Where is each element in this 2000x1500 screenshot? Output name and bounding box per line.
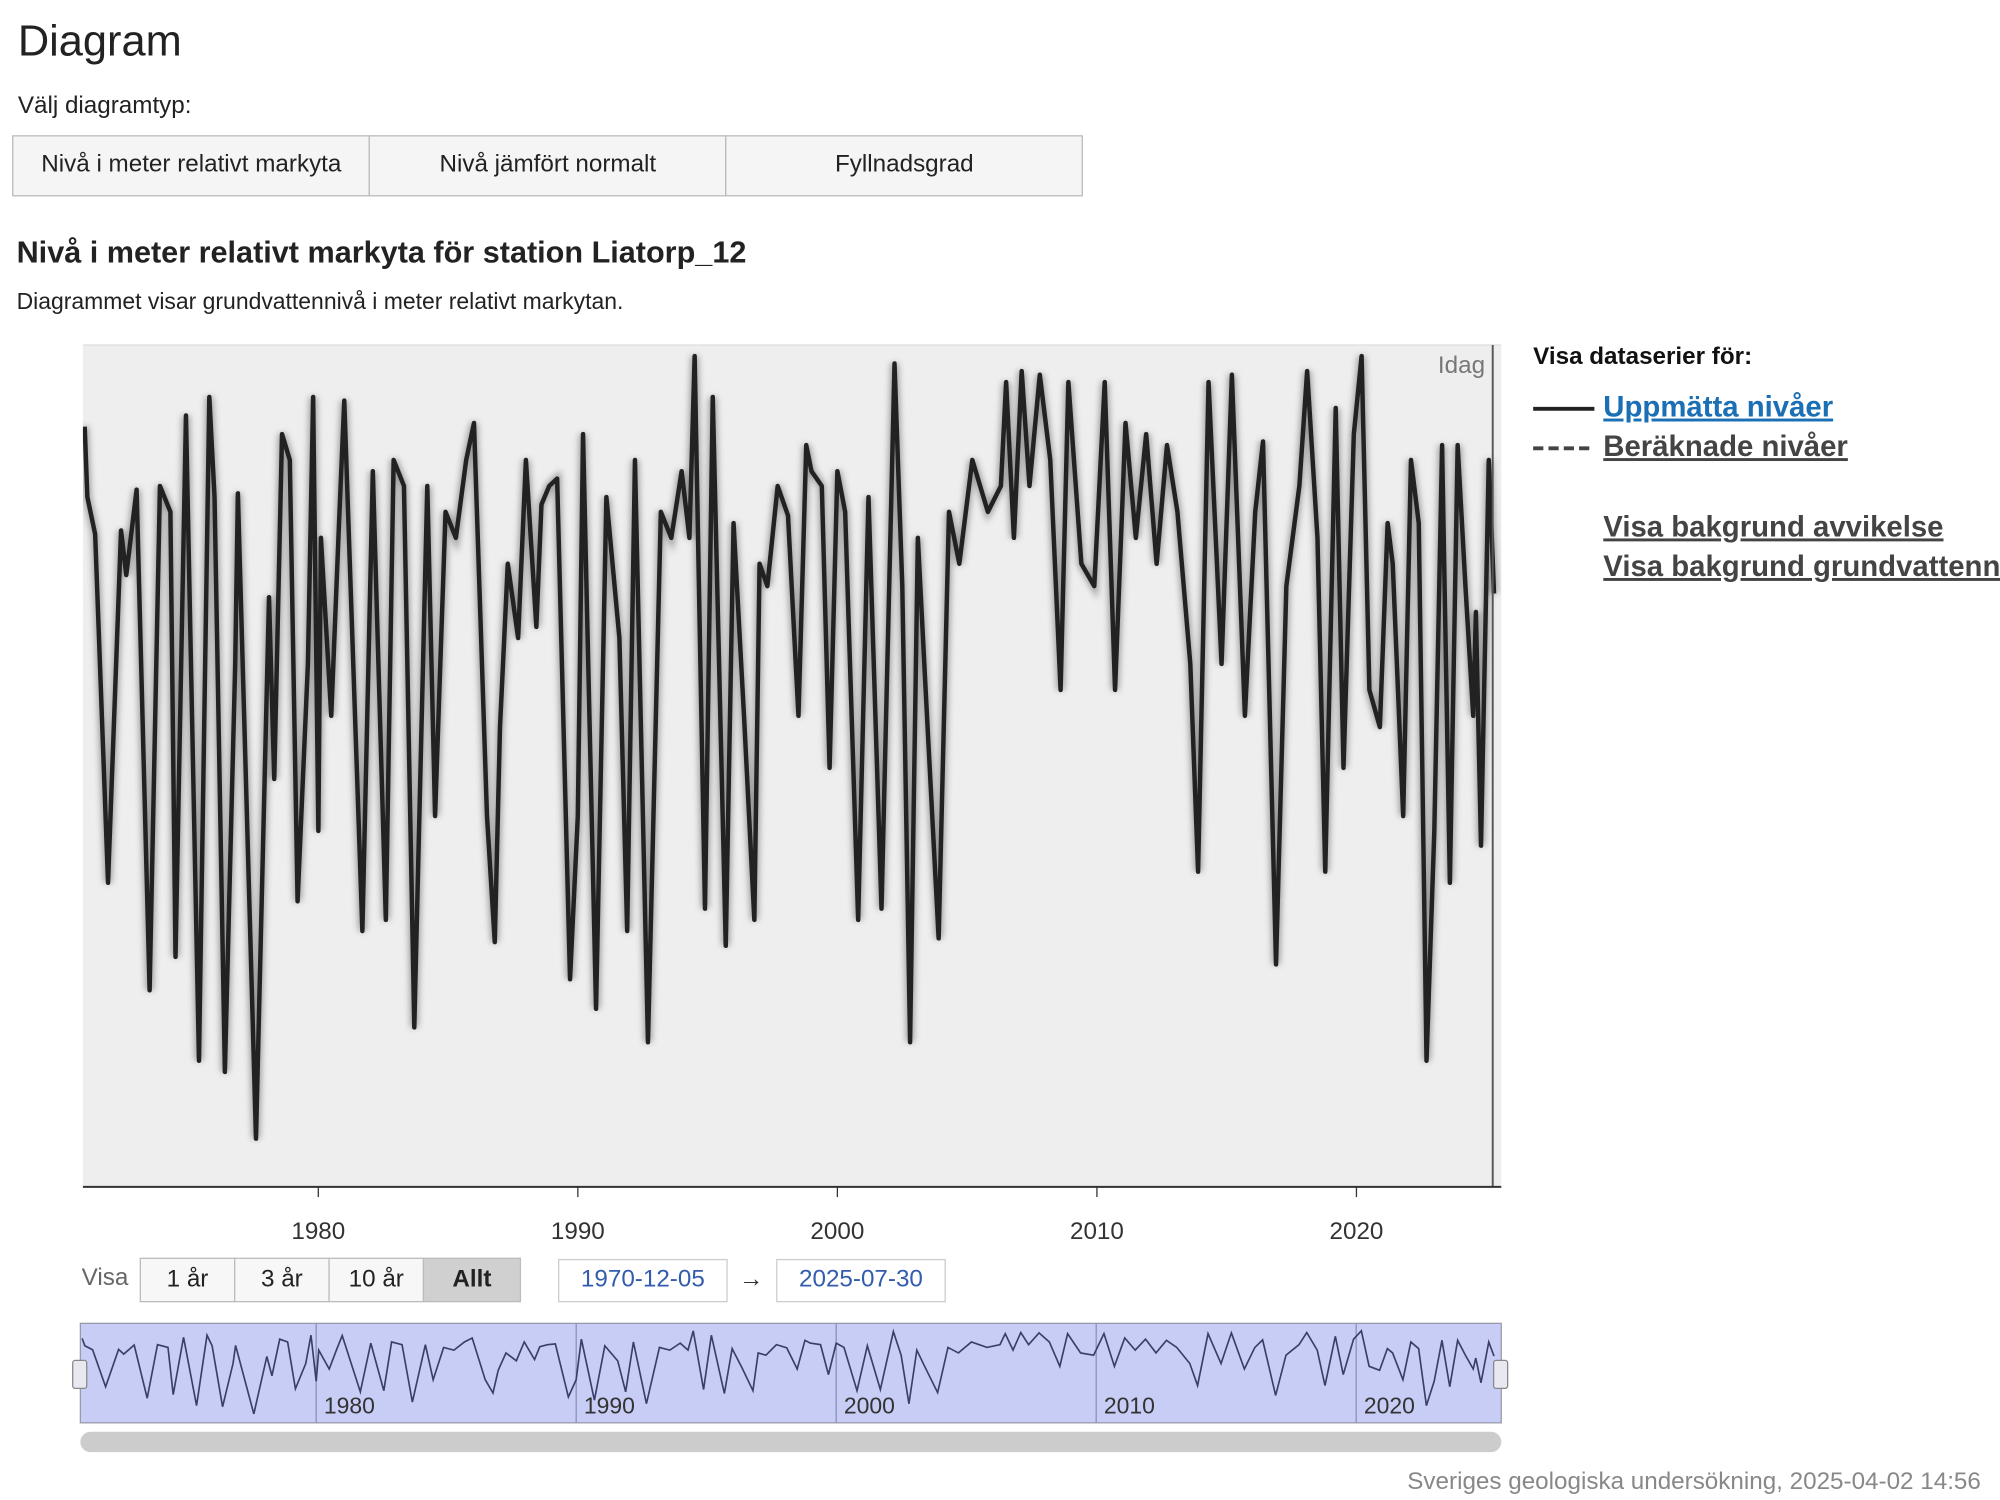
navigator-handle[interactable] bbox=[1492, 1359, 1509, 1390]
x-tick-label: 1990 bbox=[551, 1218, 605, 1245]
x-tick-label: 2010 bbox=[1070, 1218, 1124, 1245]
today-label: Idag bbox=[1438, 352, 1485, 379]
data-line bbox=[82, 353, 1497, 1141]
chart-type-label: Välj diagramtyp: bbox=[18, 92, 192, 119]
scrollbar[interactable] bbox=[80, 1431, 1502, 1453]
chart-type-text[interactable]: Fyllnadsgrad bbox=[835, 151, 974, 178]
chart-type-button[interactable] bbox=[12, 135, 370, 197]
navigator-line bbox=[81, 1328, 1495, 1415]
footer: Sveriges geologiska undersökning, 2025-0… bbox=[1407, 1468, 1981, 1495]
date-input[interactable] bbox=[558, 1258, 728, 1303]
x-tick-label: 2000 bbox=[810, 1218, 864, 1245]
navigator-tick-label: 2000 bbox=[844, 1393, 895, 1419]
navigator-tick-label: 2020 bbox=[1364, 1393, 1415, 1419]
chart-type-text[interactable]: Nivå i meter relativt markyta bbox=[41, 151, 342, 178]
date-input[interactable] bbox=[776, 1258, 946, 1303]
date-arrow: → bbox=[739, 1265, 763, 1292]
navigator-handle[interactable] bbox=[72, 1359, 88, 1390]
chart-title: Nivå i meter relativt markyta för statio… bbox=[17, 236, 747, 270]
x-tick-label: 1980 bbox=[291, 1218, 345, 1245]
date-to[interactable]: 2025-07-30 bbox=[799, 1265, 923, 1292]
background-link[interactable]: Visa bakgrund grundvattennivå bbox=[1603, 550, 2000, 583]
chart-type-button[interactable] bbox=[368, 135, 727, 197]
x-tick-label: 2020 bbox=[1330, 1218, 1384, 1245]
range-button[interactable] bbox=[234, 1257, 330, 1303]
navigator-tick-label: 1980 bbox=[324, 1393, 375, 1419]
range-button-text[interactable]: 10 år bbox=[349, 1265, 404, 1292]
legend-item[interactable]: Beräknade nivåer bbox=[1603, 430, 1848, 463]
range-label: Visa bbox=[82, 1264, 129, 1291]
chart-subtitle: Diagrammet visar grundvattennivå i meter… bbox=[17, 288, 624, 314]
date-from[interactable]: 1970-12-05 bbox=[581, 1265, 705, 1292]
chart-type-text[interactable]: Nivå jämfört normalt bbox=[439, 151, 656, 178]
navigator-tick-label: 1990 bbox=[584, 1393, 635, 1419]
background-link[interactable]: Visa bakgrund avvikelse bbox=[1603, 510, 1943, 543]
range-button-text[interactable]: 3 år bbox=[261, 1265, 303, 1292]
range-button[interactable] bbox=[139, 1257, 236, 1303]
chart-type-button[interactable] bbox=[725, 135, 1083, 197]
legend-item[interactable]: Uppmätta nivåer bbox=[1603, 391, 1833, 424]
range-button[interactable] bbox=[328, 1257, 425, 1303]
legend-title: Visa dataserier för: bbox=[1533, 343, 1752, 370]
range-button-text[interactable]: Allt bbox=[452, 1265, 491, 1292]
page-title: Diagram bbox=[18, 17, 182, 65]
range-button-text[interactable]: 1 år bbox=[167, 1265, 209, 1292]
navigator-tick-label: 2010 bbox=[1104, 1393, 1155, 1419]
range-button[interactable] bbox=[422, 1257, 522, 1303]
